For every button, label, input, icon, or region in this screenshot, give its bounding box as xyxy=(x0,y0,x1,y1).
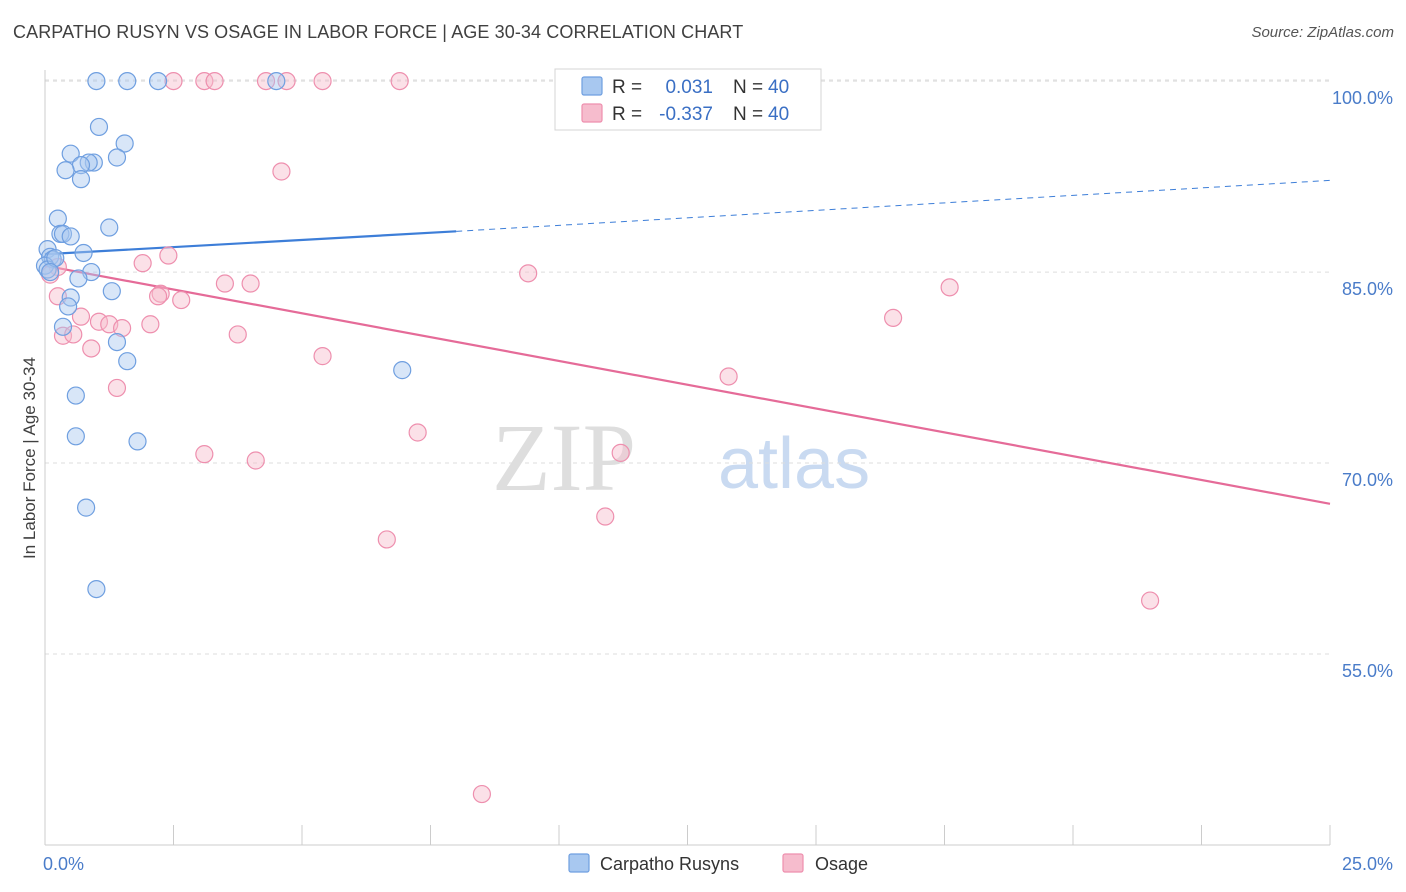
legend-r-label-2: R = xyxy=(612,104,642,125)
point-osage xyxy=(195,71,214,91)
point-carpatho xyxy=(59,297,78,316)
trend-line-carpatho-extension xyxy=(456,179,1331,232)
point-osage xyxy=(883,308,903,328)
page-title: CARPATHO RUSYN VS OSAGE IN LABOR FORCE |… xyxy=(13,22,744,42)
y-axis-label: In Labor Force | Age 30-34 xyxy=(20,357,39,559)
watermark: ZIP atlas xyxy=(492,404,870,511)
point-osage xyxy=(172,290,191,310)
legend-n-value-1: 40 xyxy=(768,77,789,98)
trend-line-osage xyxy=(44,264,1331,505)
point-osage xyxy=(107,378,127,398)
point-osage xyxy=(408,423,427,442)
legend-swatch-pink xyxy=(581,103,603,123)
legend-n-label-1: N = xyxy=(733,77,763,98)
point-carpatho xyxy=(128,432,147,451)
point-osage xyxy=(205,71,224,91)
point-carpatho xyxy=(41,262,60,282)
point-carpatho xyxy=(69,269,88,288)
point-osage xyxy=(82,339,101,358)
legend-n-value-2: 40 xyxy=(768,104,789,125)
bottom-legend-swatch-blue xyxy=(568,853,590,873)
point-carpatho xyxy=(267,71,286,91)
point-osage xyxy=(596,507,615,526)
point-osage xyxy=(64,325,83,344)
point-osage xyxy=(1140,591,1160,610)
point-osage xyxy=(611,443,630,462)
legend-r-value-1: 0.031 xyxy=(665,77,713,98)
point-osage xyxy=(141,315,160,334)
point-osage xyxy=(71,307,91,326)
series-legend: Carpatho Rusyns Osage xyxy=(568,853,868,874)
watermark-zip: ZIP xyxy=(492,404,636,511)
legend-r-value-2: -0.337 xyxy=(659,104,713,125)
point-carpatho xyxy=(87,71,106,91)
point-carpatho xyxy=(100,218,119,237)
point-osage xyxy=(195,445,214,464)
point-osage xyxy=(256,71,276,91)
bottom-legend-label-carpatho: Carpatho Rusyns xyxy=(600,854,739,874)
point-carpatho xyxy=(66,427,85,446)
point-carpatho xyxy=(74,243,93,263)
point-carpatho xyxy=(66,386,85,405)
point-carpatho xyxy=(61,144,80,163)
point-carpatho xyxy=(107,332,127,352)
point-osage xyxy=(377,530,396,549)
source-label: Source: ZipAtlas.com xyxy=(1251,24,1394,41)
point-osage xyxy=(228,325,247,344)
point-osage xyxy=(151,284,170,303)
point-carpatho xyxy=(53,317,73,336)
point-carpatho xyxy=(46,248,65,268)
x-tick-label: 25.0% xyxy=(1342,854,1393,874)
y-tick-label: 85.0% xyxy=(1342,279,1393,299)
point-carpatho xyxy=(48,209,67,228)
point-osage xyxy=(472,784,491,804)
point-carpatho xyxy=(118,71,137,91)
legend-r-label-1: R = xyxy=(612,77,642,98)
legend-swatch-blue xyxy=(581,76,603,96)
point-osage xyxy=(940,278,959,297)
point-osage xyxy=(719,367,738,386)
grid-lines xyxy=(45,79,1330,655)
point-carpatho xyxy=(118,352,137,371)
point-osage xyxy=(313,71,332,91)
point-osage xyxy=(313,347,332,366)
axes: 55.0% 70.0% 85.0% 100.0% 0.0% 25.0% xyxy=(43,70,1393,874)
point-carpatho xyxy=(393,361,412,380)
bottom-legend-label-osage: Osage xyxy=(815,854,868,874)
point-carpatho xyxy=(87,579,106,599)
point-osage xyxy=(164,71,183,91)
point-carpatho xyxy=(61,227,80,246)
point-carpatho xyxy=(77,498,96,517)
x-tick-label: 0.0% xyxy=(43,854,84,874)
watermark-atlas: atlas xyxy=(718,424,870,504)
point-carpatho xyxy=(71,170,91,189)
point-osage xyxy=(390,71,409,91)
data-points xyxy=(35,71,1160,804)
trend-line-carpatho xyxy=(44,230,457,256)
point-osage xyxy=(215,274,234,293)
point-carpatho xyxy=(56,161,75,180)
point-osage xyxy=(133,254,152,273)
trend-lines xyxy=(44,179,1331,505)
y-tick-label: 100.0% xyxy=(1332,88,1393,108)
point-osage xyxy=(277,71,296,91)
y-tick-label: 55.0% xyxy=(1342,661,1393,681)
point-carpatho xyxy=(107,148,127,167)
point-carpatho xyxy=(148,71,168,91)
correlation-legend: R = 0.031 N = 40 R = -0.337 N = 40 xyxy=(554,68,822,131)
y-tick-label: 70.0% xyxy=(1342,470,1393,490)
point-osage xyxy=(148,287,168,306)
point-osage xyxy=(519,264,538,283)
point-carpatho xyxy=(102,282,121,301)
point-osage xyxy=(112,318,132,338)
point-osage xyxy=(241,274,260,293)
point-carpatho xyxy=(89,117,109,137)
legend-n-label-2: N = xyxy=(733,104,763,125)
point-carpatho xyxy=(115,134,134,153)
bottom-legend-swatch-pink xyxy=(782,853,804,873)
point-osage xyxy=(159,246,178,265)
point-osage xyxy=(246,451,265,470)
point-osage xyxy=(272,162,291,181)
